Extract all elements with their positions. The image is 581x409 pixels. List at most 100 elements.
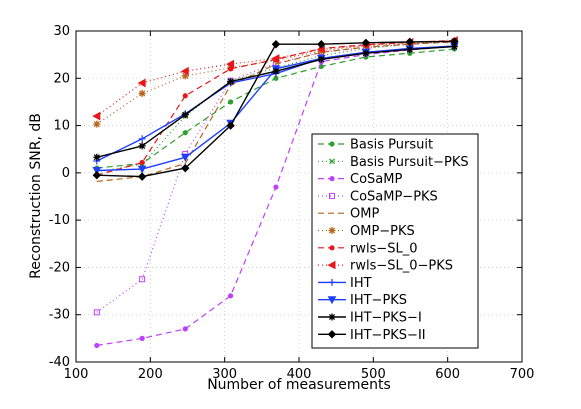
legend-label: OMP	[350, 207, 379, 222]
legend-label: IHT−PKS−II	[350, 328, 426, 343]
data-point	[138, 142, 146, 150]
data-point	[228, 99, 234, 105]
data-point	[93, 120, 101, 128]
data-point	[273, 75, 279, 81]
data-point	[271, 54, 280, 63]
y-tick-label: -30	[49, 308, 70, 323]
data-point	[317, 40, 326, 49]
x-tick-label: 400	[287, 367, 312, 382]
legend-label: rwls−SL_0	[350, 241, 418, 256]
y-axis-label: Reconstruction SNR, dB	[28, 113, 44, 279]
x-tick-label: 600	[435, 367, 460, 382]
data-point	[181, 163, 190, 173]
legend-item: IHT−PKS−II	[318, 328, 426, 343]
data-point	[227, 78, 235, 86]
legend-item: OMP−PKS	[318, 224, 415, 239]
data-point	[92, 166, 102, 176]
legend-marker	[327, 260, 336, 270]
data-point	[180, 66, 189, 76]
legend-label: OMP−PKS	[350, 224, 415, 239]
data-point	[272, 67, 280, 75]
data-point	[93, 153, 101, 161]
x-tick-label: 300	[212, 367, 237, 382]
x-tick-label: 500	[361, 367, 386, 382]
y-tick-label: -20	[49, 260, 70, 275]
series-10	[93, 43, 458, 161]
data-point	[317, 55, 325, 63]
data-point	[139, 276, 146, 283]
legend-item: Basis Pursuit	[318, 138, 433, 153]
ticks: 100 200 300 400 500 600 700 -40 -30 -20 -10 0 10 20 30	[49, 24, 535, 382]
legend-label: rwls−SL_0−PKS	[350, 259, 453, 274]
legend-label: IHT−PKS−I	[350, 311, 422, 326]
data-point	[406, 45, 414, 53]
series-line	[96, 41, 455, 182]
legend-marker	[329, 245, 335, 251]
legend-label: CoSaMP	[350, 172, 402, 187]
data-point	[139, 335, 145, 341]
legend-label: CoSaMP−PKS	[350, 189, 438, 204]
legend-item: IHT−PKS	[318, 293, 407, 308]
data-point	[137, 172, 147, 181]
data-point	[181, 111, 189, 119]
data-point	[94, 342, 100, 349]
x-axis-label: Number of measurements	[207, 377, 391, 393]
legend-marker	[327, 330, 337, 339]
series-4	[96, 41, 455, 182]
legend-marker	[327, 296, 337, 305]
data-point	[181, 72, 189, 80]
legend-marker	[329, 192, 335, 199]
legend-label: Basis Pursuit−PKS	[350, 155, 469, 170]
data-point	[182, 130, 188, 136]
data-point	[228, 66, 234, 72]
legend-label: IHT	[350, 276, 372, 291]
legend-item: Basis Pursuit−PKS	[318, 155, 469, 170]
data-point	[361, 38, 371, 48]
legend-label: Basis Pursuit	[350, 138, 433, 153]
y-tick-label: -40	[49, 355, 70, 370]
series-11	[92, 37, 459, 181]
legend-item: CoSaMP−PKS	[318, 189, 438, 204]
data-point	[226, 59, 235, 69]
legend-label: IHT−PKS	[350, 293, 407, 308]
y-tick-label: 10	[53, 119, 70, 134]
data-point	[93, 309, 100, 316]
data-point	[450, 43, 458, 51]
data-point	[226, 121, 235, 130]
legend-item: OMP	[318, 207, 379, 222]
data-point	[228, 293, 234, 299]
y-tick-label: 30	[53, 24, 70, 39]
data-point	[273, 184, 279, 190]
legend-marker	[329, 176, 335, 182]
data-point	[271, 40, 281, 49]
data-point	[182, 93, 188, 99]
data-point	[138, 89, 146, 97]
data-point	[405, 37, 414, 47]
legend-item: CoSaMP	[318, 172, 402, 187]
data-point	[137, 78, 146, 88]
x-tick-label: 700	[510, 367, 535, 382]
data-point	[92, 171, 102, 180]
y-tick-label: 20	[53, 71, 70, 86]
legend-item: rwls−SL_0	[318, 241, 418, 256]
data-point	[362, 49, 370, 57]
legend-marker	[328, 227, 336, 234]
data-point	[180, 153, 190, 162]
y-tick-label: -10	[49, 213, 70, 228]
y-tick-label: 0	[62, 166, 70, 181]
data-point	[139, 159, 145, 166]
data-point	[182, 326, 188, 332]
series-layer	[92, 36, 459, 349]
data-point	[138, 135, 146, 143]
legend-item: IHT−PKS−I	[318, 311, 422, 326]
x-tick-label: 100	[64, 367, 89, 382]
data-point	[137, 165, 147, 174]
legend-box	[311, 133, 479, 349]
data-point	[450, 37, 459, 46]
legend-item: IHT	[318, 276, 372, 291]
legend: Basis Pursuit Basis Pursuit−PKS CoSaMP CoSa…	[311, 133, 479, 349]
x-tick-label: 200	[138, 367, 163, 382]
legend-marker	[328, 313, 336, 321]
legend-marker	[329, 158, 335, 165]
